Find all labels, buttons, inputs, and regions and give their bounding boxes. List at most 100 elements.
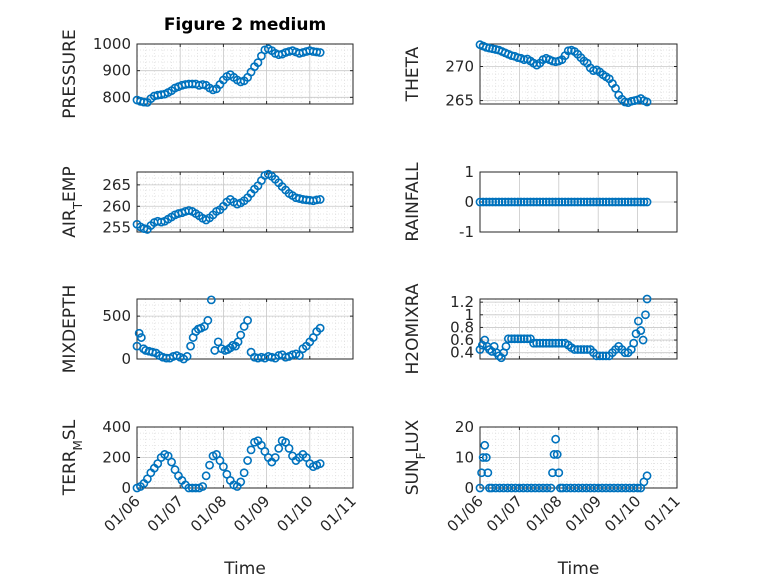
data-point xyxy=(475,345,485,354)
data-point xyxy=(231,341,240,351)
y-tick-label: -1 xyxy=(459,223,474,241)
data-point xyxy=(270,453,280,462)
data-point xyxy=(538,338,548,348)
data-point xyxy=(503,197,513,207)
y-tick-label: 0.6 xyxy=(450,331,474,349)
data-point xyxy=(236,477,246,487)
data-point xyxy=(548,468,557,478)
axes-box xyxy=(136,298,354,360)
y-axis-label: SUNFLUX xyxy=(403,419,428,495)
y-tick-label: 270 xyxy=(445,58,474,76)
data-point xyxy=(576,197,586,207)
data-point xyxy=(570,197,579,207)
data-point xyxy=(551,434,561,444)
data-point xyxy=(532,197,542,207)
x-tick-label: 01/06 xyxy=(444,492,487,535)
data-point xyxy=(315,459,325,468)
data-point xyxy=(510,334,520,344)
data-point xyxy=(598,197,608,207)
data-point xyxy=(551,197,561,207)
data-point xyxy=(186,341,195,351)
data-point xyxy=(148,347,157,357)
data-point xyxy=(481,453,491,462)
data-point xyxy=(633,483,642,493)
data-point xyxy=(573,197,583,207)
data-point xyxy=(630,197,639,207)
data-point xyxy=(510,197,520,207)
data-point xyxy=(182,352,192,361)
data-point xyxy=(626,197,636,207)
x-tick-label: 01/06 xyxy=(101,492,144,535)
data-point xyxy=(595,197,605,207)
data-point xyxy=(642,294,652,304)
data-point xyxy=(629,338,639,348)
data-point xyxy=(633,197,642,207)
data-point xyxy=(136,333,146,342)
data-point xyxy=(312,47,322,57)
y-tick-label: 800 xyxy=(102,88,131,106)
y-tick-label: 400 xyxy=(102,418,131,436)
data-point xyxy=(548,197,557,207)
data-point xyxy=(477,340,487,350)
data-point xyxy=(475,483,485,493)
data-point xyxy=(592,197,602,207)
data-point xyxy=(225,343,235,353)
y-tick-label: 255 xyxy=(102,219,131,237)
data-point xyxy=(560,197,570,207)
data-point xyxy=(246,445,256,455)
data-point xyxy=(243,456,252,465)
data-point xyxy=(478,453,488,462)
data-point xyxy=(516,334,526,344)
x-tick-label: 01/10 xyxy=(273,492,316,535)
data-point xyxy=(544,197,554,207)
axes-box xyxy=(479,43,678,105)
data-point xyxy=(585,197,595,207)
data-point xyxy=(633,316,643,326)
data-point xyxy=(554,468,564,478)
y-tick-label: 1.2 xyxy=(450,293,474,311)
y-tick-label: 0.8 xyxy=(450,318,474,336)
y-axis-label: THETA xyxy=(403,46,423,102)
data-point xyxy=(315,195,325,204)
data-point xyxy=(611,197,620,207)
data-point xyxy=(554,197,564,207)
subplot-0: 800 900 1000 PRESSURE xyxy=(60,29,354,119)
y-tick-label: 20 xyxy=(455,418,474,436)
y-tick-label: 0.4 xyxy=(450,344,474,362)
data-point xyxy=(139,97,149,107)
data-point xyxy=(487,347,497,356)
data-point xyxy=(184,206,194,215)
data-point xyxy=(592,351,602,361)
data-point xyxy=(611,83,620,93)
data-point xyxy=(636,326,646,335)
data-point xyxy=(522,197,532,207)
y-tick-label: 200 xyxy=(102,449,131,467)
data-point xyxy=(541,197,551,207)
y-tick-label: 10 xyxy=(455,449,474,467)
data-point xyxy=(134,328,144,338)
x-tick-label: 01/09 xyxy=(562,492,605,535)
x-tick-label: 01/10 xyxy=(601,492,644,535)
data-point xyxy=(607,197,617,207)
data-point xyxy=(570,345,579,354)
y-tick-label: 0 xyxy=(464,479,474,497)
data-point xyxy=(205,460,214,470)
data-point xyxy=(579,345,589,354)
data-point xyxy=(579,197,589,207)
data-point xyxy=(315,323,325,333)
data-point xyxy=(549,450,559,459)
data-point xyxy=(497,197,507,207)
data-point xyxy=(548,338,557,348)
y-axis-label: AIRTEMP xyxy=(60,166,85,237)
data-point xyxy=(198,80,208,89)
data-point xyxy=(544,338,554,348)
y-tick-label: 1000 xyxy=(93,35,131,53)
x-tick-label: 01/11 xyxy=(641,492,684,535)
data-point xyxy=(274,443,284,453)
y-tick-label: 265 xyxy=(102,176,131,194)
subplot-4: 0 500 MIXDEPTH xyxy=(60,285,354,373)
data-point xyxy=(295,351,304,360)
data-point xyxy=(541,338,551,348)
data-point xyxy=(546,483,556,493)
data-point xyxy=(156,217,166,227)
